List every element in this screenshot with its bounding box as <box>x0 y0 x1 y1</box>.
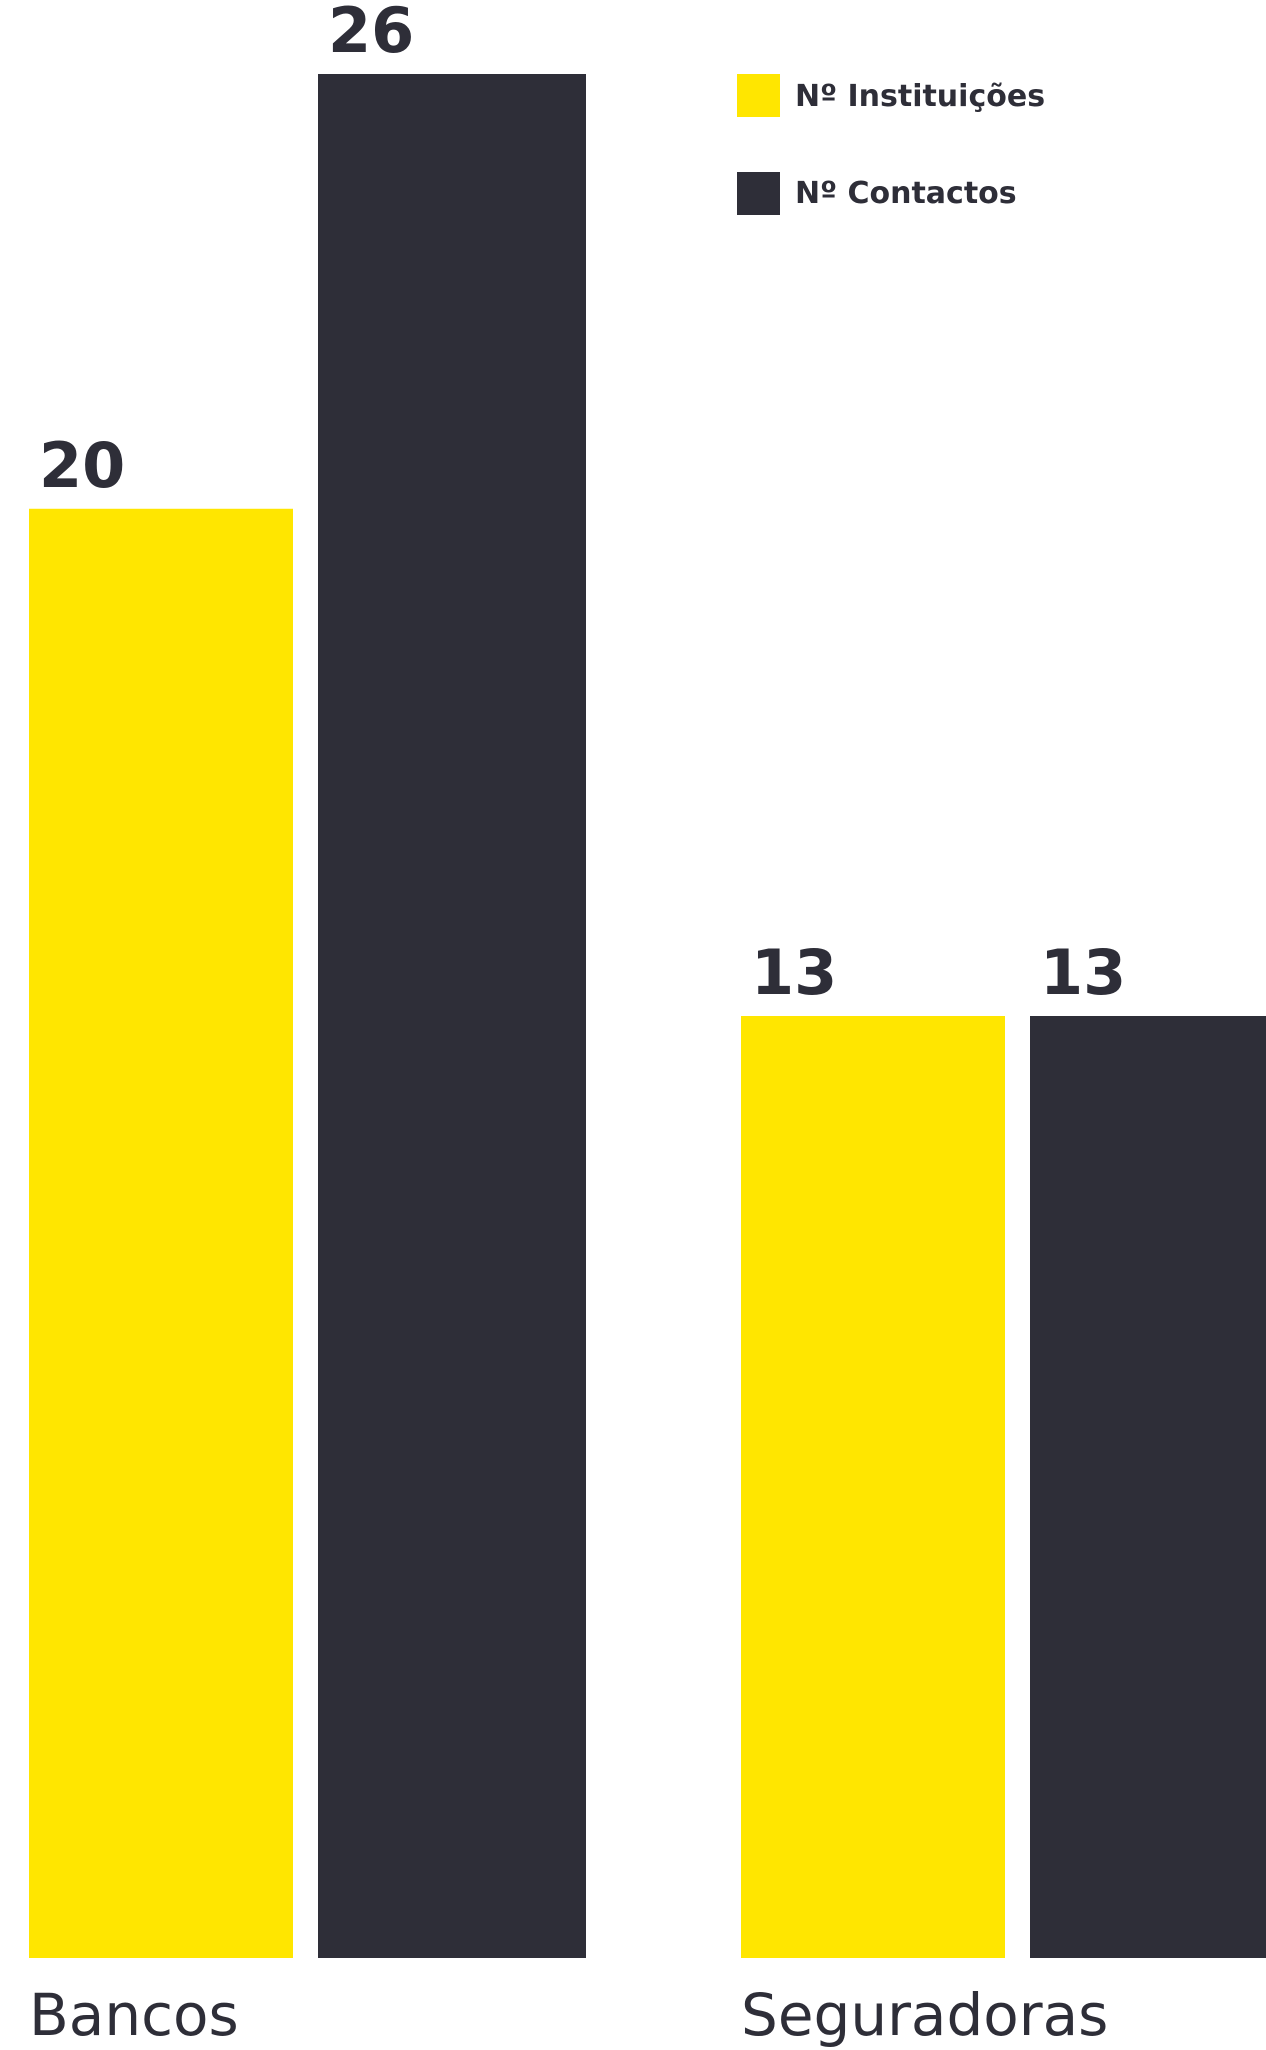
bar-bancos-n-contactos <box>318 74 586 1958</box>
bar-seguradoras-n-contactos <box>1030 1016 1266 1958</box>
value-labels-layer: 20 26 13 13 <box>39 0 1126 1009</box>
value-label-seguradoras-n-contactos: 13 <box>1040 936 1126 1009</box>
category-labels-layer: Bancos Seguradoras <box>29 1981 1108 2049</box>
bar-bancos-n-instituicoes <box>29 508 293 1958</box>
value-label-bancos-n-instituicoes: 20 <box>39 429 125 502</box>
category-label-seguradoras: Seguradoras <box>741 1981 1108 2049</box>
legend-label-contactos: Nº Contactos <box>795 176 1017 211</box>
bar-seguradoras-n-instituicoes <box>741 1016 1005 1958</box>
legend-swatch-instituicoes <box>737 74 780 117</box>
legend-label-instituicoes: Nº Instituições <box>795 79 1045 114</box>
category-label-bancos: Bancos <box>29 1981 239 2049</box>
bars-layer <box>29 74 1266 1958</box>
legend-swatch-contactos <box>737 172 780 215</box>
value-label-bancos-n-contactos: 26 <box>328 0 414 67</box>
legend: Nº Instituições Nº Contactos <box>737 74 1045 215</box>
value-label-seguradoras-n-instituicoes: 13 <box>751 936 837 1009</box>
